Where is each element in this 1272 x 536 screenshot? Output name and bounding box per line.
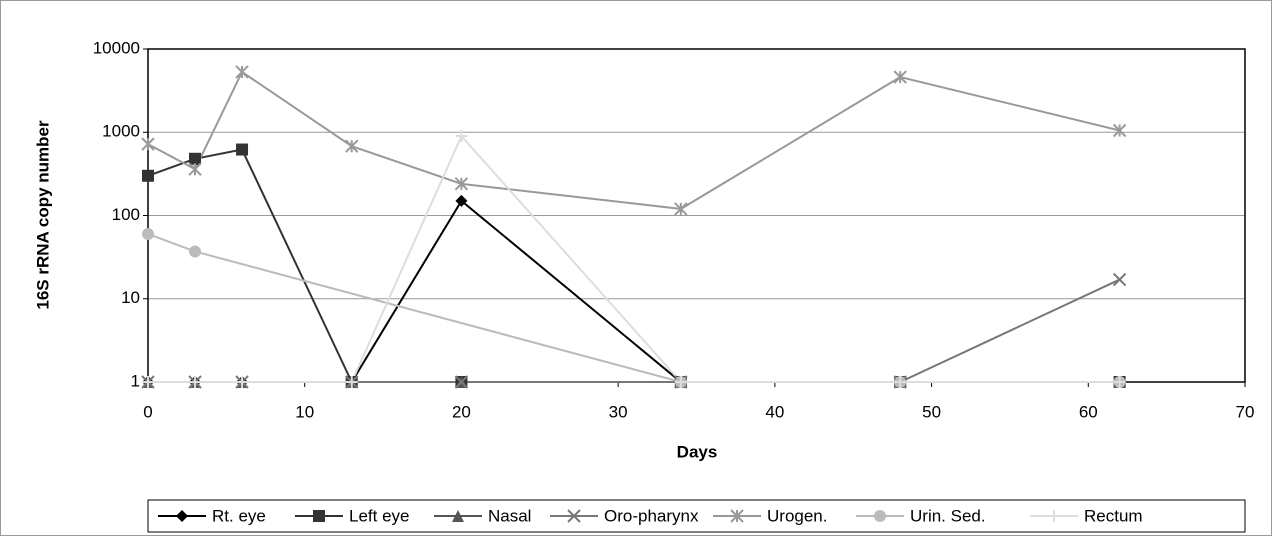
x-tick-label: 20 xyxy=(452,402,471,421)
series-line xyxy=(148,134,1120,383)
marker xyxy=(142,169,154,182)
legend-label: Nasal xyxy=(488,506,531,525)
y-tick-label: 100 xyxy=(112,205,140,224)
marker xyxy=(1112,123,1127,138)
marker xyxy=(188,162,202,176)
marker xyxy=(189,245,202,258)
legend-label: Rt. eye xyxy=(212,506,266,525)
x-tick-label: 10 xyxy=(295,402,314,421)
marker xyxy=(236,143,249,156)
x-tick-label: 60 xyxy=(1079,402,1098,421)
legend-label: Urin. Sed. xyxy=(910,506,986,525)
marker xyxy=(674,202,688,216)
marker xyxy=(567,509,581,523)
x-tick-label: 30 xyxy=(609,402,628,421)
x-tick-label: 0 xyxy=(143,402,152,421)
y-tick-label: 10 xyxy=(121,288,140,307)
x-axis-title: Days xyxy=(677,442,718,461)
marker xyxy=(730,509,744,523)
marker xyxy=(1048,510,1060,522)
y-tick-label: 1 xyxy=(131,371,140,390)
x-tick-label: 40 xyxy=(765,402,784,421)
marker xyxy=(452,510,464,522)
marker xyxy=(893,70,907,84)
marker xyxy=(1113,376,1126,388)
marker xyxy=(1112,272,1127,287)
x-tick-label: 70 xyxy=(1236,402,1255,421)
y-axis-title: 16S rRNA copy number xyxy=(33,120,52,310)
marker xyxy=(141,137,155,151)
marker xyxy=(313,510,325,522)
marker xyxy=(176,510,188,522)
marker xyxy=(345,376,358,388)
legend-label: Left eye xyxy=(349,506,410,525)
marker xyxy=(142,227,154,240)
marker xyxy=(894,376,907,388)
marker xyxy=(189,376,202,388)
marker xyxy=(455,194,468,207)
legend-label: Rectum xyxy=(1084,506,1143,525)
marker xyxy=(142,376,154,388)
legend-label: Oro-pharynx xyxy=(604,506,699,525)
marker xyxy=(454,177,469,191)
marker xyxy=(189,152,202,165)
marker xyxy=(674,376,687,388)
marker xyxy=(874,510,886,522)
marker xyxy=(345,139,359,153)
y-tick-label: 10000 xyxy=(93,38,140,57)
marker xyxy=(235,65,249,79)
x-tick-label: 50 xyxy=(922,402,941,421)
marker xyxy=(236,376,249,388)
legend-label: Urogen. xyxy=(767,506,827,525)
y-tick-label: 1000 xyxy=(102,122,140,141)
marker xyxy=(454,375,469,389)
series-line xyxy=(147,70,1120,210)
marker xyxy=(455,130,468,143)
